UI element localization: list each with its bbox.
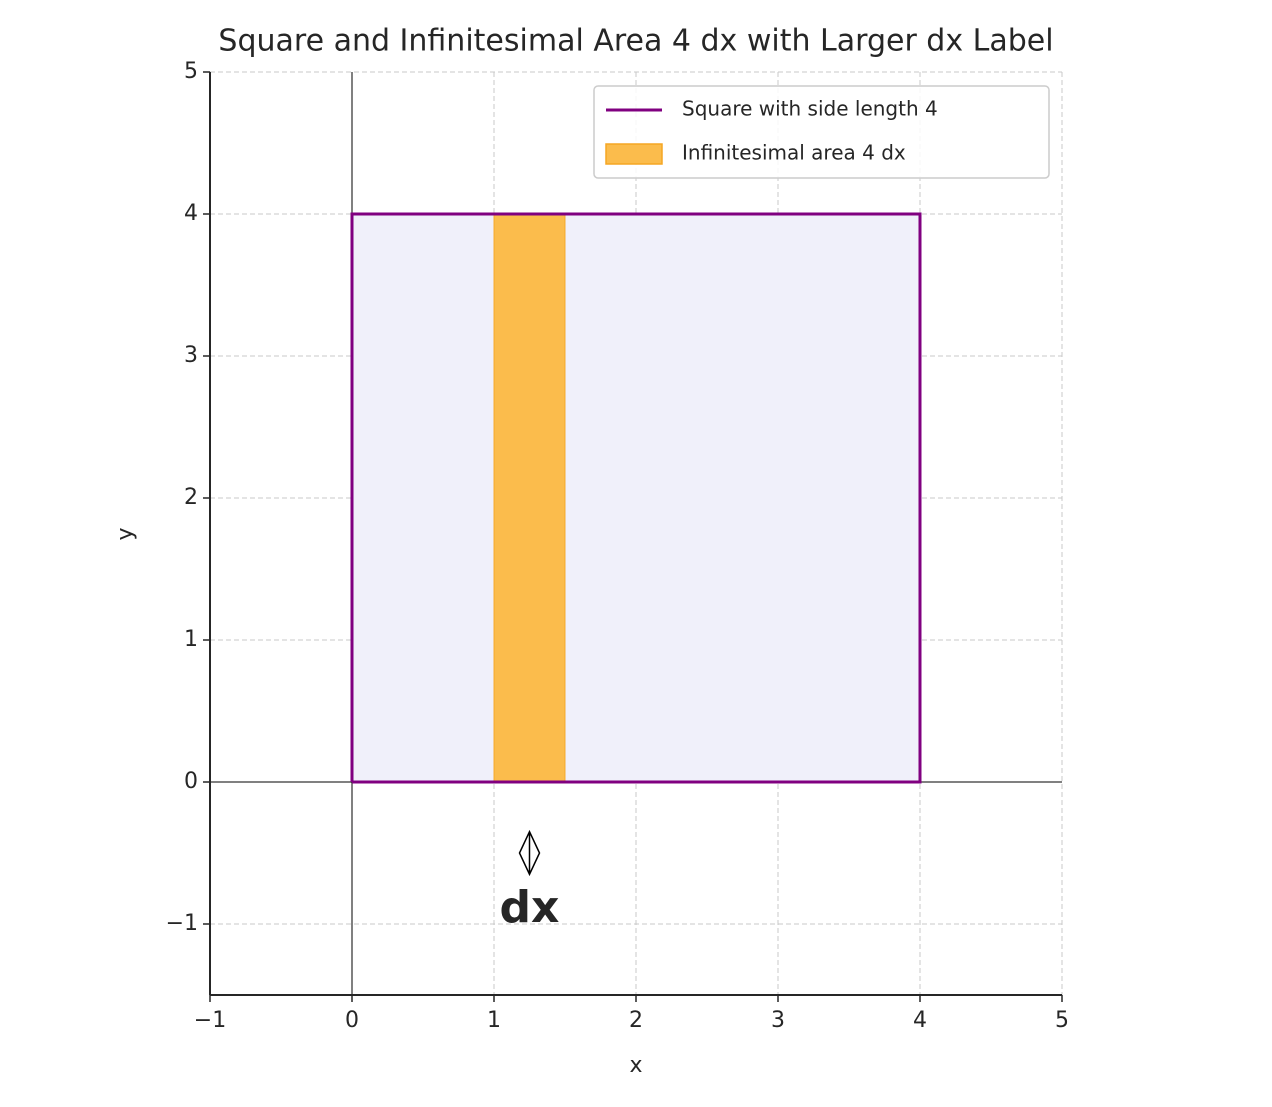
x-tick-label: 3 — [771, 1008, 785, 1033]
square-fill — [352, 214, 920, 782]
x-tick-label: 0 — [345, 1008, 359, 1033]
strip-area — [493, 213, 566, 783]
dx-label: dx — [500, 882, 560, 933]
chart-title: Square and Infinitesimal Area 4 dx with … — [218, 24, 1053, 59]
y-tick-label: 0 — [184, 769, 198, 794]
y-tick-label: −1 — [166, 911, 198, 936]
dx-arrow — [518, 829, 541, 877]
legend: Square with side length 4 Infinitesimal a… — [593, 85, 1050, 179]
legend-box — [593, 85, 1050, 179]
x-axis-label: x — [629, 1053, 642, 1078]
x-tick-label: −1 — [194, 1008, 226, 1033]
square-outline — [350, 212, 922, 784]
legend-label: Infinitesimal area 4 dx — [682, 141, 906, 165]
axes: −1 0 1 2 3 4 5 −1 0 1 2 3 4 5 Square with side length … — [166, 59, 1069, 1033]
y-tick-label: 3 — [184, 343, 198, 368]
y-tick-label: 2 — [184, 485, 198, 510]
y-axis-label: y — [113, 527, 138, 540]
y-tick-label: 5 — [184, 59, 198, 84]
x-tick-label: 1 — [487, 1008, 501, 1033]
legend-label: Square with side length 4 — [682, 97, 938, 121]
legend-swatch — [605, 143, 663, 165]
x-tick-label: 5 — [1055, 1008, 1069, 1033]
x-tick-label: 2 — [629, 1008, 643, 1033]
x-tick-label: 4 — [913, 1008, 927, 1033]
plot-area: dx — [210, 72, 1062, 995]
y-tick-label: 1 — [184, 627, 198, 652]
y-tick-label: 4 — [184, 201, 198, 226]
